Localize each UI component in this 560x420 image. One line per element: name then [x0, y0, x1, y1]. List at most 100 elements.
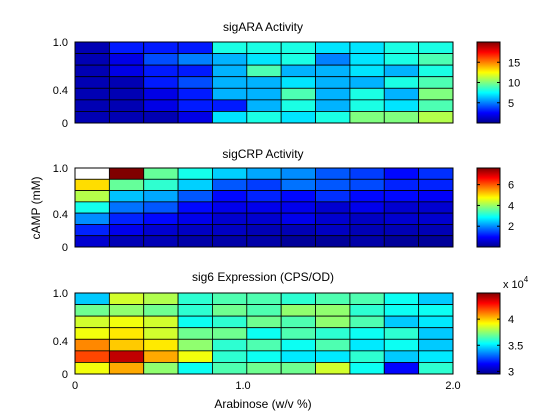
heatmap-cell: [143, 167, 179, 180]
heatmap-cell: [108, 201, 145, 214]
heatmap-cell: [108, 167, 145, 180]
x-axis-label: Arabinose (w/v %): [214, 397, 311, 411]
heatmap-cell: [246, 99, 282, 112]
plot-frame: [74, 292, 454, 375]
heatmap-cell: [280, 224, 316, 237]
colorbar-tick-label: 10: [508, 78, 520, 90]
heatmap-cell: [143, 304, 179, 317]
heatmap-cell: [108, 87, 145, 101]
heatmap-cell: [418, 304, 454, 317]
heatmap-cell: [212, 224, 248, 237]
heatmap-cell: [246, 167, 282, 180]
heatmap-cell: [108, 64, 145, 78]
heatmap-cell: [246, 87, 282, 101]
heatmap-cell: [177, 99, 213, 112]
panel-sigara: sigARA Activity 1.0 0.4 0 15 10 5: [53, 20, 521, 130]
heatmap-cell: [177, 338, 213, 352]
heatmap-cell: [349, 201, 385, 214]
y-tick: 0: [62, 242, 68, 254]
heatmap-cell: [74, 167, 110, 180]
heatmap-cell: [143, 190, 179, 203]
heatmap-cell: [383, 304, 420, 317]
heatmap-cell: [349, 350, 385, 363]
heatmap-cell: [74, 338, 110, 352]
heatmap-cell: [74, 304, 110, 317]
heatmap-cell: [177, 178, 213, 191]
heatmap-cell: [212, 76, 248, 89]
heatmap-cell: [383, 201, 420, 214]
colorbar-tick-label: 6: [508, 180, 514, 192]
heatmap-cell: [383, 167, 420, 180]
y-tick: 1.0: [53, 288, 68, 300]
heatmap-cell: [108, 53, 145, 66]
heatmap-cell: [74, 350, 110, 363]
colorbar-gradient: [476, 41, 501, 124]
heatmap-cell: [177, 235, 213, 248]
heatmap-cell: [280, 64, 316, 78]
heatmap-cell: [143, 338, 179, 352]
heatmap-cell: [280, 338, 316, 352]
heatmap-cell: [349, 190, 385, 203]
y-tick: 0: [62, 118, 68, 130]
heatmap-cell: [280, 111, 316, 124]
heatmap-cell: [418, 178, 454, 191]
heatmap-cell: [212, 53, 248, 66]
heatmap-cell: [383, 315, 420, 329]
heatmap-cell: [349, 235, 385, 248]
heatmap-cell: [280, 304, 316, 317]
colorbar-gradient: [476, 167, 501, 248]
colorbar-tick-label: 5: [508, 98, 514, 110]
heatmap-cell: [177, 304, 213, 317]
heatmap-cell: [349, 111, 385, 124]
heatmap-cell: [418, 53, 454, 66]
colorbar: 6 4 2: [476, 167, 514, 248]
colorbar-tick-label: 4: [508, 200, 514, 212]
heatmap-cell: [143, 362, 179, 375]
heatmap-cell: [315, 178, 351, 191]
heatmap-cell: [74, 212, 110, 225]
heatmap-cell: [349, 362, 385, 375]
heatmap-cells: [74, 167, 454, 248]
heatmap-cell: [383, 338, 420, 352]
y-tick: 0.4: [53, 336, 68, 348]
heatmap-cell: [177, 292, 213, 305]
heatmap-cell: [315, 362, 351, 375]
y-tick: 1.0: [53, 163, 68, 175]
heatmap-cell: [315, 338, 351, 352]
heatmap-cell: [177, 111, 213, 124]
heatmap-cell: [349, 292, 385, 305]
heatmap-cell: [143, 41, 179, 54]
heatmap-cell: [143, 292, 179, 305]
heatmap-cell: [349, 304, 385, 317]
heatmap-cell: [315, 76, 351, 89]
heatmap-cell: [349, 327, 385, 340]
heatmap-cell: [108, 327, 145, 340]
heatmap-cell: [418, 76, 454, 89]
heatmap-cell: [418, 292, 454, 305]
heatmap-cell: [74, 99, 110, 112]
colorbar-ticks: 6 4 2: [477, 180, 514, 233]
heatmap-cell: [418, 224, 454, 237]
plot-frame: [74, 41, 454, 124]
heatmap-cell: [177, 190, 213, 203]
heatmap-cell: [177, 362, 213, 375]
colorbar-tick-label: 4: [508, 314, 514, 326]
heatmap-cell: [315, 41, 351, 54]
y-tick: 0.4: [53, 209, 68, 221]
heatmap-cell: [143, 327, 179, 340]
heatmap-cell: [315, 201, 351, 214]
heatmap-cell: [383, 362, 420, 375]
heatmap-cell: [246, 235, 282, 248]
heatmap-cell: [212, 292, 248, 305]
heatmap-cell: [74, 190, 110, 203]
heatmap-cell: [108, 235, 145, 248]
heatmap-cell: [177, 327, 213, 340]
heatmap-cell: [418, 201, 454, 214]
heatmap-cell: [383, 178, 420, 191]
heatmap-cell: [315, 315, 351, 329]
heatmap-cell: [143, 224, 179, 237]
heatmap-cell: [74, 76, 110, 89]
heatmap-cell: [418, 87, 454, 101]
colorbar: 43.53: [476, 292, 523, 378]
heatmap-cell: [177, 224, 213, 237]
